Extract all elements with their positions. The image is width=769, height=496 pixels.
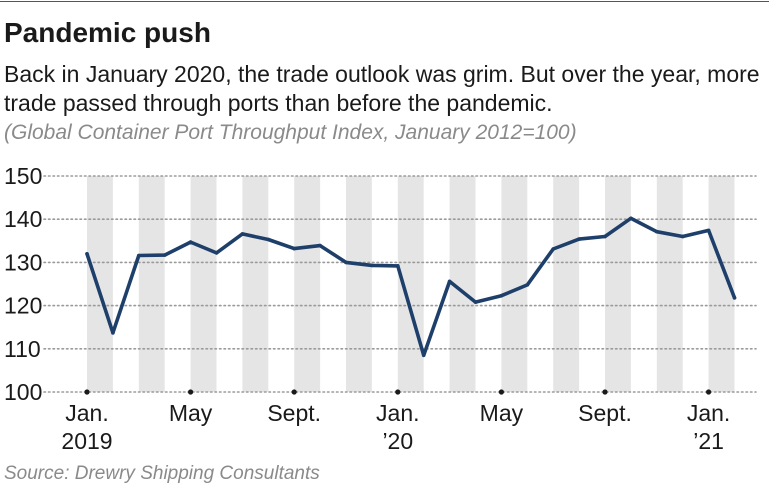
month-band [242,176,269,392]
data-point [344,260,348,265]
top-rule [0,1,769,2]
gridlines [43,175,757,393]
series-layer [85,216,737,358]
data-point [111,331,115,335]
data-point [473,300,478,304]
source-note: Source: Drewry Shipping Consultants [4,463,320,484]
x-tick-label-year: ’20 [382,428,413,454]
chart-note: (Global Container Port Throughput Index,… [4,121,577,144]
month-band [346,176,372,392]
x-tick-label: Jan. [376,400,419,426]
y-tick-label: 120 [4,293,42,319]
data-point [292,246,297,251]
month-band [294,176,321,392]
data-point [162,253,167,257]
data-point [188,240,193,244]
data-point [240,232,245,236]
x-tick-label-year: ’21 [693,428,724,454]
data-point [137,253,141,258]
month-band [87,176,113,392]
data-point [629,216,633,221]
x-tick-label: Jan. [687,400,730,426]
data-point [266,237,271,242]
data-point [499,293,504,298]
data-point [577,237,581,241]
data-point [706,228,711,233]
data-point [551,247,555,251]
month-band [501,176,528,392]
y-tick-label: 140 [4,206,42,232]
x-tick-label: Sept. [267,400,321,426]
x-tick-mark [291,389,297,395]
month-band [138,176,165,392]
chart-title: Pandemic push [4,17,211,48]
data-point [396,264,400,268]
month-band [190,176,217,392]
x-tick-label: May [169,400,213,426]
x-tick-label-year: 2019 [61,428,112,454]
x-tick-label: May [480,400,524,426]
data-point [370,263,374,268]
y-tick-label: 100 [4,379,42,405]
x-tick-label: Jan. [65,400,108,426]
data-point [732,296,737,300]
x-tick-mark [188,389,194,395]
data-point [85,251,89,256]
data-point [680,234,685,239]
y-axis-ticks: 100 110 120 130 140 150 [4,163,42,405]
month-band [605,176,631,392]
data-point [214,251,219,255]
y-tick-label: 150 [4,163,42,189]
series-line [85,216,737,358]
data-point [655,229,659,234]
data-point [421,353,426,358]
month-bands [87,176,735,392]
y-tick-label: 110 [4,336,41,362]
data-point [318,243,322,248]
data-point [447,279,452,284]
x-tick-mark [602,389,608,395]
x-tick-mark [395,389,401,395]
data-point [525,283,530,287]
x-tick-mark [498,389,504,395]
x-tick-label: Sept. [578,400,632,426]
y-tick-label: 130 [4,249,42,275]
month-band [553,176,580,392]
chart-subtitle: Back in January 2020, the trade outlook … [4,61,760,116]
x-tick-mark [84,389,90,395]
data-point [603,234,607,239]
month-band [656,176,683,392]
x-tick-mark [706,389,712,395]
